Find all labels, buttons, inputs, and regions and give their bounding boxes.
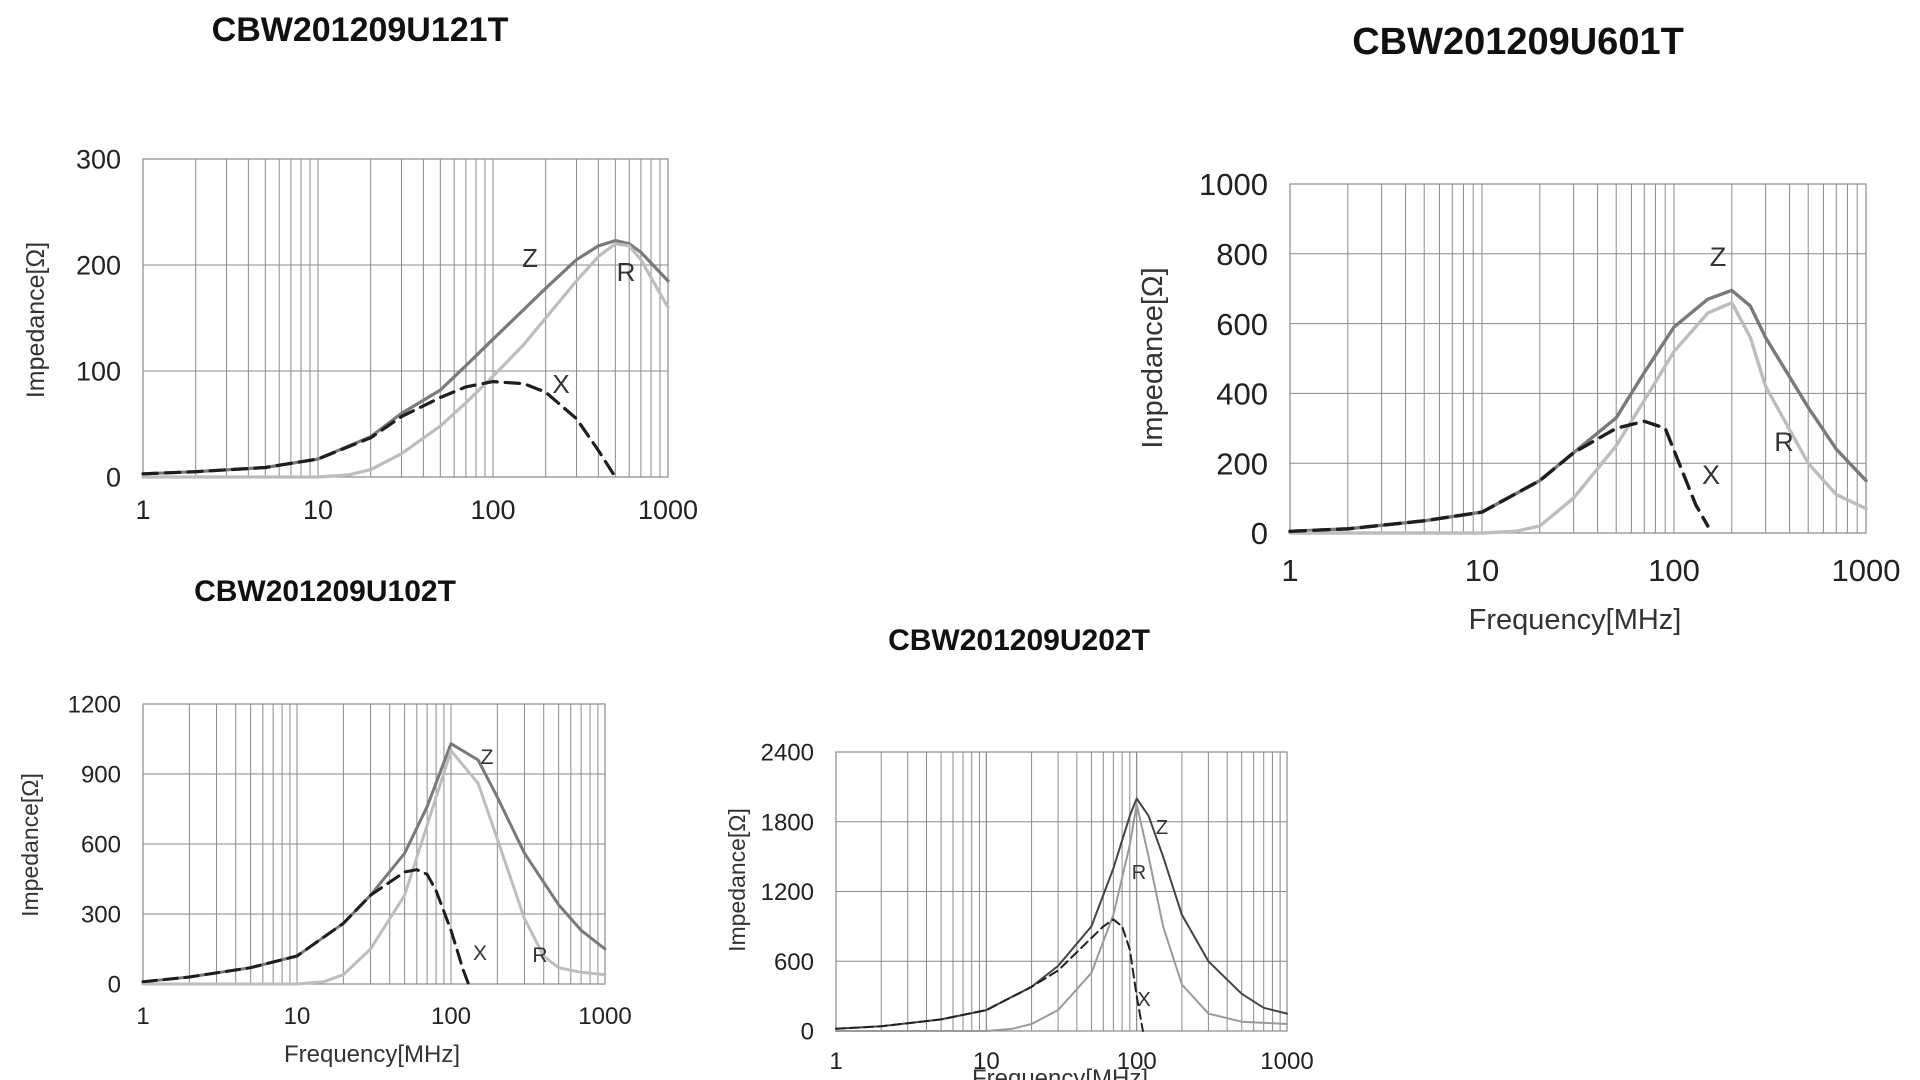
y-tick-label: 1000 <box>1199 167 1268 202</box>
plot-frame <box>835 751 1288 1032</box>
chart-title: CBW201209U102T <box>194 575 456 608</box>
plot-frame <box>142 158 669 478</box>
y-tick-label: 200 <box>76 251 121 281</box>
y-axis-label: Impedance[Ω] <box>17 773 43 917</box>
series-label-x: X <box>1702 460 1720 490</box>
chart-title: CBW201209U202T <box>888 624 1150 657</box>
x-tick-label: 10 <box>303 495 333 525</box>
grid: 0 600 1200 1800 2400 1 10 100 1000 Z R X <box>761 740 1314 1075</box>
y-tick-label: 1800 <box>761 809 814 836</box>
plot-frame <box>1289 183 1867 534</box>
series-label-x: X <box>473 942 487 965</box>
y-axis-label: Impedance[Ω] <box>1137 267 1169 448</box>
y-tick-label: 100 <box>76 357 121 387</box>
y-tick-label: 0 <box>108 972 121 999</box>
series-line-r <box>1288 301 1868 535</box>
x-tick-label: 1 <box>136 1003 149 1030</box>
series-label-x: X <box>552 369 569 399</box>
plot-frame <box>142 703 606 985</box>
x-axis-label: Frequency[MHz] <box>1469 604 1682 636</box>
y-tick-label: 800 <box>1216 237 1268 272</box>
series-label-r: R <box>617 257 636 287</box>
chart-u102t: CBW201209U102T Impedance[Ω] Frequency[MH… <box>17 575 632 1068</box>
series-label-r: R <box>532 944 547 967</box>
y-tick-label: 0 <box>106 463 121 493</box>
series-label-x: X <box>1137 989 1150 1011</box>
grid: 0 100 200 300 1 10 100 1000 Z R X <box>76 145 698 525</box>
x-tick-label: 1 <box>829 1048 842 1075</box>
series-label-r: R <box>1774 427 1794 457</box>
grid: 0 200 400 600 800 1000 1 10 100 1000 Z R X <box>1199 167 1900 588</box>
grid: 0 300 600 900 1200 1 10 100 1000 Z R X <box>68 692 632 1030</box>
chart-title: CBW201209U121T <box>212 11 509 49</box>
x-tick-label: 1 <box>135 495 150 525</box>
series-line-r <box>141 749 607 986</box>
series-line-r <box>835 803 1288 1032</box>
series-label-r: R <box>1132 862 1146 884</box>
series-line-x <box>1288 419 1710 533</box>
chart-u121t: CBW201209U121T Impedance[Ω] 0 100 200 300 1 1… <box>22 11 698 525</box>
y-tick-label: 300 <box>76 145 121 175</box>
chart-title: CBW201209U601T <box>1352 21 1684 63</box>
x-tick-label: 100 <box>1648 553 1700 588</box>
chart-u202t: CBW201209U202T Impedance[Ω] Frequency[MH… <box>724 624 1314 1080</box>
x-tick-label: 1 <box>1281 553 1298 588</box>
y-tick-label: 0 <box>801 1019 814 1046</box>
y-tick-label: 300 <box>81 902 121 929</box>
series-line-x <box>141 868 470 986</box>
y-axis-label: Impedance[Ω] <box>22 242 50 398</box>
series-line-r <box>141 242 670 479</box>
x-axis-label: Frequency[MHz] <box>284 1041 460 1068</box>
series-line-z <box>141 239 670 476</box>
y-tick-label: 200 <box>1216 446 1268 481</box>
series-line-z <box>141 742 607 984</box>
x-tick-label: 100 <box>431 1003 471 1030</box>
x-tick-label: 100 <box>1117 1048 1157 1075</box>
series-label-z: Z <box>522 243 538 273</box>
series-label-z: Z <box>1710 242 1727 272</box>
series-label-z: Z <box>481 746 494 769</box>
y-tick-label: 600 <box>1216 307 1268 342</box>
x-tick-label: 10 <box>973 1048 1000 1075</box>
series-line-z <box>1288 288 1868 533</box>
series-line-z <box>835 797 1288 1030</box>
y-tick-label: 400 <box>1216 377 1268 412</box>
series-label-z: Z <box>1156 817 1168 839</box>
series-line-x <box>835 918 1144 1032</box>
y-tick-label: 900 <box>81 762 121 789</box>
y-tick-label: 0 <box>1251 516 1268 551</box>
x-tick-label: 100 <box>470 495 515 525</box>
x-tick-label: 1000 <box>1832 553 1901 588</box>
x-axis-label: Frequency[MHz] <box>972 1065 1148 1080</box>
x-tick-label: 1000 <box>1260 1048 1313 1075</box>
y-tick-label: 600 <box>774 949 814 976</box>
x-tick-label: 1000 <box>578 1003 631 1030</box>
series-line-x <box>141 380 617 479</box>
x-tick-label: 10 <box>284 1003 311 1030</box>
x-tick-label: 10 <box>1465 553 1499 588</box>
chart-u601t: CBW201209U601T Impedance[Ω] Frequency[MH… <box>1137 21 1900 636</box>
y-tick-label: 600 <box>81 832 121 859</box>
y-tick-label: 1200 <box>68 692 121 719</box>
y-tick-label: 1200 <box>761 879 814 906</box>
y-tick-label: 2400 <box>761 740 814 767</box>
x-tick-label: 1000 <box>638 495 698 525</box>
y-axis-label: Impedance[Ω] <box>724 808 750 952</box>
